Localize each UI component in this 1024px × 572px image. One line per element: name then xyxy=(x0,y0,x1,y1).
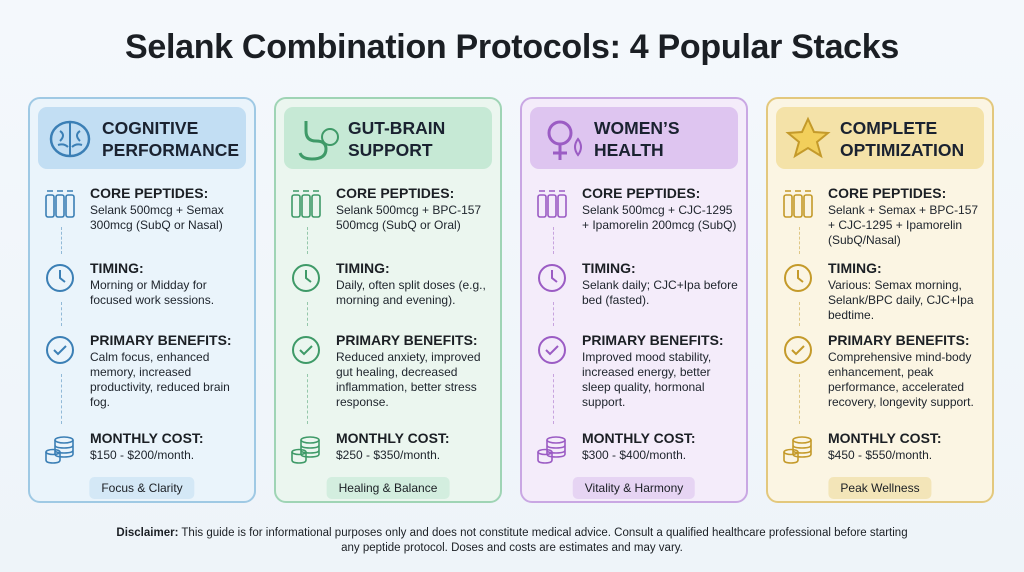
card-title: WOMEN’S HEALTH xyxy=(594,118,680,160)
section-icon xyxy=(44,334,78,373)
section-label: PRIMARY BENEFITS: xyxy=(90,332,232,348)
card-tag: Peak Wellness xyxy=(828,477,932,499)
section-text: $150 - $200/month. xyxy=(90,448,195,462)
card-header: WOMEN’S HEALTH xyxy=(530,107,738,169)
header-icon xyxy=(785,116,831,159)
section-icon xyxy=(536,262,570,301)
header-icon xyxy=(547,120,582,160)
section-icon xyxy=(290,334,324,373)
section-icon xyxy=(536,187,570,226)
section-text: Daily, often split doses (e.g., morning … xyxy=(336,278,486,307)
section-icon xyxy=(782,262,816,301)
section-text: Improved mood stability, increased energ… xyxy=(582,350,712,409)
card-tag: Vitality & Harmony xyxy=(572,477,696,499)
section-text: $300 - $400/month. xyxy=(582,448,687,462)
connector xyxy=(799,374,800,424)
section-label: MONTHLY COST: xyxy=(336,430,450,446)
card: COGNITIVE PERFORMANCE CORE PEPTIDES: Selan… xyxy=(28,97,256,503)
card-header: GUT-BRAIN SUPPORT xyxy=(284,107,492,169)
section-icon xyxy=(536,432,570,471)
section-icon xyxy=(290,432,324,471)
connector xyxy=(307,374,308,424)
card: COMPLETE OPTIMIZATION CORE PEPTIDES: Selan… xyxy=(766,97,994,503)
connector xyxy=(799,227,800,254)
card-header: COMPLETE OPTIMIZATION xyxy=(776,107,984,169)
section-label: CORE PEPTIDES: xyxy=(336,185,455,201)
section-label: PRIMARY BENEFITS: xyxy=(582,332,724,348)
section-icon xyxy=(290,187,324,226)
disclaimer: Disclaimer: This guide is for informatio… xyxy=(110,526,914,556)
section-label: MONTHLY COST: xyxy=(828,430,942,446)
section-label: TIMING: xyxy=(582,260,636,276)
section-icon xyxy=(536,334,570,373)
section-label: MONTHLY COST: xyxy=(90,430,204,446)
section-label: CORE PEPTIDES: xyxy=(582,185,701,201)
card-tag: Focus & Clarity xyxy=(89,477,195,499)
section-icon xyxy=(290,262,324,301)
section-text: Various: Semax morning, Selank/BPC daily… xyxy=(828,278,974,322)
section-text: Calm focus, enhanced memory, increased p… xyxy=(90,350,230,409)
disclaimer-text: This guide is for informational purposes… xyxy=(181,527,908,554)
connector xyxy=(61,302,62,326)
section-icon xyxy=(782,187,816,226)
section-text: $250 - $350/month. xyxy=(336,448,441,462)
disclaimer-label: Disclaimer: xyxy=(116,527,179,539)
card-tag: Healing & Balance xyxy=(326,477,450,499)
connector xyxy=(61,374,62,424)
section-label: TIMING: xyxy=(336,260,390,276)
section-text: Selank + Semax + BPC-157 + CJC-1295 + Ip… xyxy=(828,203,979,247)
header-icon xyxy=(298,121,339,161)
section-text: Selank 500mcg + CJC-1295 + Ipamorelin 20… xyxy=(582,203,737,232)
section-icon xyxy=(44,262,78,301)
section-label: TIMING: xyxy=(90,260,144,276)
section-label: CORE PEPTIDES: xyxy=(828,185,947,201)
section-text: Selank 500mcg + Semax 300mcg (SubQ or Na… xyxy=(90,203,224,232)
card-header: COGNITIVE PERFORMANCE xyxy=(38,107,246,169)
card: GUT-BRAIN SUPPORT CORE PEPTIDES: Selank 50… xyxy=(274,97,502,503)
section-icon xyxy=(782,432,816,471)
section-label: PRIMARY BENEFITS: xyxy=(336,332,478,348)
connector xyxy=(307,302,308,326)
section-label: CORE PEPTIDES: xyxy=(90,185,209,201)
card-title: COMPLETE OPTIMIZATION xyxy=(840,118,965,160)
section-text: Selank daily; CJC+Ipa before bed (fasted… xyxy=(582,278,738,307)
section-label: TIMING: xyxy=(828,260,882,276)
connector xyxy=(307,227,308,254)
card-title: COGNITIVE PERFORMANCE xyxy=(102,118,240,160)
section-label: MONTHLY COST: xyxy=(582,430,696,446)
page-title: Selank Combination Protocols: 4 Popular … xyxy=(124,28,900,66)
connector xyxy=(799,302,800,326)
section-text: Comprehensive mind-body enhancement, pea… xyxy=(828,350,974,409)
section-text: Selank 500mcg + BPC-157 500mcg (SubQ or … xyxy=(336,203,482,232)
card: WOMEN’S HEALTH CORE PEPTIDES: Selank 500mc… xyxy=(520,97,748,503)
card-title: GUT-BRAIN SUPPORT xyxy=(348,118,446,160)
section-label: PRIMARY BENEFITS: xyxy=(828,332,970,348)
connector xyxy=(553,227,554,254)
connector xyxy=(553,302,554,326)
section-text: Morning or Midday for focused work sessi… xyxy=(90,278,215,307)
section-icon xyxy=(44,187,78,226)
section-icon xyxy=(782,334,816,373)
section-text: $450 - $550/month. xyxy=(828,448,933,462)
connector xyxy=(61,227,62,254)
section-icon xyxy=(44,432,78,471)
connector xyxy=(553,374,554,424)
section-text: Reduced anxiety, improved gut healing, d… xyxy=(336,350,481,409)
header-icon xyxy=(49,120,91,158)
